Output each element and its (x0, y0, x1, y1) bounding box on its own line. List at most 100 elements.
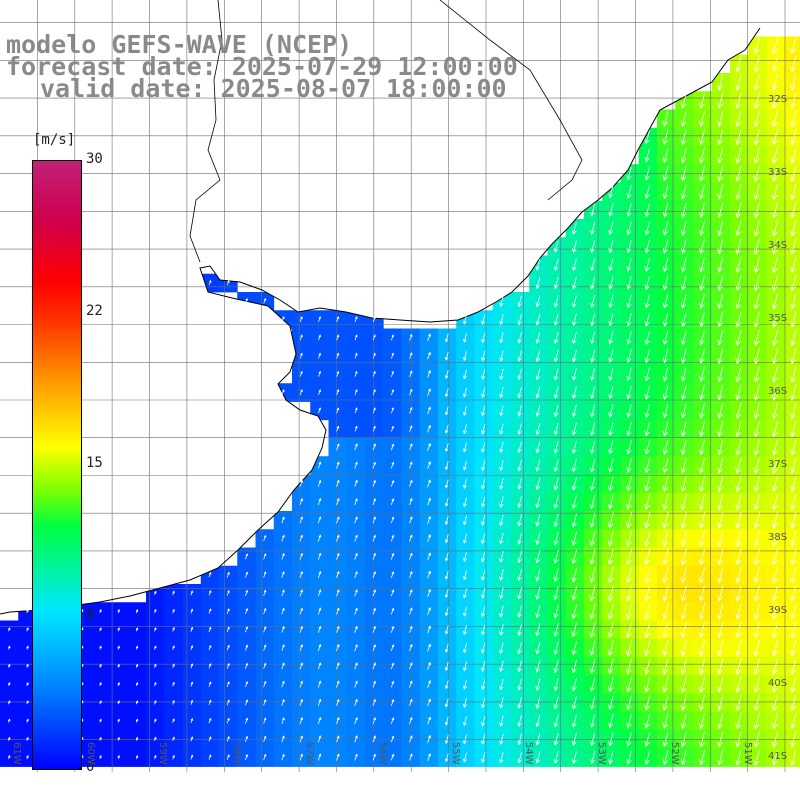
wind-arrow (771, 457, 778, 474)
wind-arrow (117, 609, 120, 614)
wind-arrow (753, 202, 760, 219)
wind-arrow (135, 663, 139, 668)
wind-arrow (680, 457, 687, 474)
wind-arrow (463, 661, 467, 672)
wind-arrow (790, 147, 797, 164)
wind-arrow (99, 736, 102, 741)
wind-arrow (553, 423, 559, 436)
wind-arrow (317, 735, 322, 743)
wind-arrow (463, 406, 467, 416)
wind-arrow (790, 366, 797, 383)
wind-arrow (517, 751, 522, 764)
wind-arrow (753, 183, 760, 201)
wind-arrow (372, 625, 376, 633)
wind-arrow (26, 627, 29, 632)
wind-arrow (717, 202, 724, 219)
wind-arrow (699, 348, 705, 364)
wind-arrow (336, 516, 340, 524)
wind-arrow (481, 514, 486, 526)
wind-arrow (444, 534, 449, 544)
wind-arrow (336, 625, 340, 633)
wind-arrow (662, 239, 669, 254)
wind-arrow (571, 404, 577, 418)
wind-arrow (226, 608, 230, 614)
wind-arrow (553, 513, 559, 528)
wind-arrow (662, 512, 669, 529)
wind-arrow (26, 700, 29, 705)
wind-arrow (463, 478, 467, 489)
wind-arrow (299, 735, 303, 743)
wind-arrow (680, 403, 687, 419)
wind-arrow (699, 220, 705, 237)
wind-arrow (790, 37, 797, 55)
wind-arrow (790, 676, 797, 693)
wind-arrow (571, 386, 577, 400)
wind-arrow (717, 74, 724, 91)
wind-arrow (463, 314, 467, 325)
wind-arrow (680, 512, 687, 529)
wind-arrow (499, 660, 504, 673)
wind-arrow (717, 147, 724, 164)
wind-arrow (590, 294, 596, 308)
wind-arrow (589, 696, 596, 710)
wind-arrow (517, 605, 522, 619)
wind-arrow (336, 716, 340, 725)
wind-arrow (135, 736, 139, 741)
wind-arrow (699, 275, 705, 291)
wind-arrow (481, 660, 486, 672)
wind-arrow (444, 698, 449, 708)
wind-arrow (644, 530, 651, 547)
wind-arrow (790, 530, 797, 547)
wind-arrow (427, 716, 431, 725)
wind-arrow (409, 662, 413, 670)
wind-cell (784, 474, 800, 494)
wind-arrow (409, 643, 413, 652)
wind-arrow (590, 313, 596, 327)
colorbar-tick-0: 0 (86, 759, 95, 775)
wind-cell (784, 657, 800, 676)
wind-arrow (281, 516, 285, 524)
wind-arrow (589, 531, 596, 547)
wind-arrow (481, 697, 486, 709)
wind-arrow (626, 750, 632, 765)
wind-arrow (681, 275, 687, 291)
wind-arrow (299, 516, 303, 524)
wind-arrow (590, 751, 596, 765)
wind-arrow (317, 570, 322, 579)
wind-arrow (372, 662, 376, 670)
wind-cell (784, 54, 800, 74)
wind-arrow (771, 402, 778, 420)
wind-arrow (590, 258, 596, 272)
wind-arrow (681, 348, 687, 364)
wind-arrow (535, 550, 541, 564)
wind-arrow (517, 405, 522, 417)
wind-arrow (589, 603, 596, 620)
wind-arrow (427, 333, 431, 342)
wind-arrow (336, 570, 340, 579)
wind-arrow (281, 662, 285, 670)
wind-arrow (681, 367, 687, 382)
wind-arrow (336, 461, 340, 469)
wind-arrow (517, 459, 522, 472)
wind-arrow (717, 530, 724, 547)
wind-arrow (299, 534, 303, 542)
wind-arrow (790, 439, 797, 456)
wind-cell (784, 529, 800, 548)
wind-arrow (390, 443, 395, 451)
wind-arrow (662, 276, 669, 291)
wind-arrow (717, 110, 724, 128)
wind-arrow (735, 603, 742, 620)
wind-arrow (463, 460, 467, 471)
wind-arrow (717, 220, 724, 237)
wind-arrow (771, 293, 778, 310)
wind-arrow (717, 713, 724, 730)
wind-arrow (463, 369, 467, 380)
wind-arrow (281, 680, 285, 688)
wind-arrow (226, 717, 230, 724)
wind-arrow (680, 221, 687, 236)
wind-cell (784, 255, 800, 275)
wind-arrow (208, 571, 212, 578)
wind-arrow (354, 461, 358, 469)
wind-arrow (481, 314, 486, 325)
wind-cell (784, 237, 800, 256)
